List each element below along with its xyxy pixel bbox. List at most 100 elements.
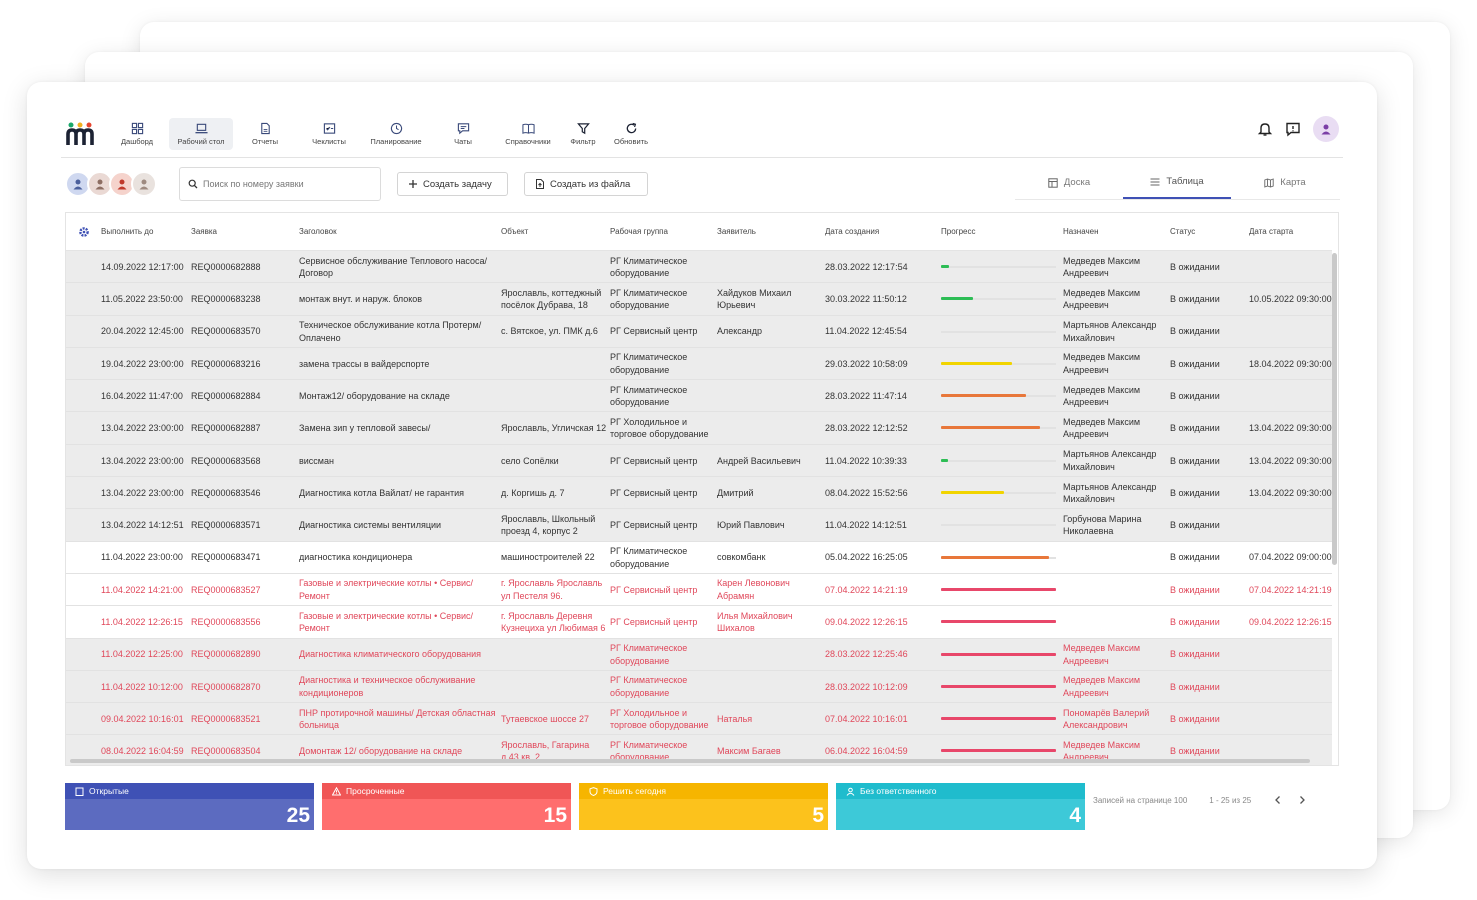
nav-filter[interactable]: Фильтр [561, 118, 605, 150]
table-row[interactable]: 11.04.2022 12:26:15 REQ0000683556 Газовые … [66, 606, 1332, 639]
table-row[interactable]: 11.04.2022 10:12:00 REQ0000682870 Диагност… [66, 670, 1332, 704]
table-row[interactable]: 13.04.2022 23:00:00 REQ0000683546 Диагност… [66, 477, 1332, 510]
table-row[interactable]: 11.04.2022 12:25:00 REQ0000682890 Диагност… [66, 638, 1332, 671]
tab-board[interactable]: Доска [1015, 166, 1123, 199]
cell-created: 11.04.2022 10:39:33 [825, 455, 907, 466]
team-avatar[interactable] [109, 171, 135, 197]
cell-status: В ожидании [1170, 423, 1220, 434]
nav-chats[interactable]: Чаты [431, 118, 495, 150]
header-applicant[interactable]: Заявитель [717, 227, 756, 236]
progress-bar [941, 330, 1056, 333]
feedback-icon[interactable] [1285, 121, 1301, 137]
nav-planning[interactable]: Планирование [361, 118, 431, 150]
table-row[interactable]: 09.04.2022 10:16:01 REQ0000683521 ПНР прот… [66, 703, 1332, 736]
cell-title: Техническое обслуживание котла Протерм/ … [299, 320, 482, 343]
progress-fill [941, 491, 1005, 495]
cell-created: 06.04.2022 16:04:59 [825, 746, 908, 757]
cell-object: Ярославль, Угличская 12 [501, 423, 607, 434]
bell-icon[interactable] [1257, 121, 1273, 137]
create-from-file-button[interactable]: Создать из файла [524, 172, 648, 196]
header-title[interactable]: Заголовок [299, 227, 337, 236]
table-row[interactable]: 11.05.2022 23:50:00 REQ0000683238 монтаж в… [66, 283, 1332, 316]
cell-status: В ожидании [1170, 746, 1220, 757]
cell-applicant [717, 412, 825, 444]
cell-progress [941, 542, 1056, 574]
chevron-left-icon[interactable] [1273, 795, 1283, 805]
chevron-right-icon[interactable] [1297, 795, 1307, 805]
cell-object: Ярославль, Гагарина д.43 кв. 2 [501, 739, 590, 763]
nav-dashboard[interactable]: Дашборд [105, 118, 169, 150]
cell-created: 30.03.2022 11:50:12 [825, 294, 907, 305]
table-row[interactable]: 13.04.2022 23:00:00 REQ0000682887 Замена з… [66, 412, 1332, 445]
header-group[interactable]: Рабочая группа [610, 227, 668, 236]
header-start[interactable]: Дата старта [1249, 227, 1294, 236]
cell-deadline: 11.05.2022 23:50:00 [101, 294, 183, 305]
requests-table: Выполнить до Заявка Заголовок Объект Раб… [65, 212, 1339, 766]
cell-assigned: Медведев Максим Андреевич [1063, 255, 1141, 279]
cell-applicant: Александр [717, 326, 763, 337]
progress-bar [941, 717, 1056, 721]
table-row[interactable]: 14.09.2022 12:17:00 REQ0000682888 Сервисно… [66, 251, 1332, 284]
team-avatar[interactable] [65, 171, 91, 197]
tab-map[interactable]: Карта [1231, 166, 1339, 199]
cell-applicant [717, 251, 825, 283]
create-task-button[interactable]: Создать задачу [397, 172, 508, 196]
cell-created: 09.04.2022 12:26:15 [825, 617, 908, 628]
tab-table[interactable]: Таблица [1123, 166, 1231, 199]
stat-value: 25 [286, 804, 310, 827]
cell-request: REQ0000683568 [191, 455, 261, 466]
progress-bar [941, 524, 1056, 527]
nav-desktop[interactable]: Рабочий стол [169, 118, 233, 150]
vertical-scrollbar[interactable] [1332, 253, 1337, 565]
cell-assigned: Медведев Максим Андреевич [1063, 416, 1141, 440]
cell-object: г. Ярославль Ярославль ул Пестеля 96. [501, 578, 603, 601]
cell-deadline: 08.04.2022 16:04:59 [101, 746, 184, 757]
create-from-file-label: Создать из файла [550, 178, 631, 190]
user-avatar[interactable] [1313, 116, 1339, 142]
table-row[interactable]: 20.04.2022 12:45:00 REQ0000683570 Техничес… [66, 315, 1332, 348]
table-row[interactable]: 11.04.2022 14:21:00 REQ0000683527 Газовые … [66, 573, 1332, 607]
header-assigned[interactable]: Назначен [1063, 227, 1099, 236]
gear-icon[interactable] [78, 226, 90, 238]
header-deadline[interactable]: Выполнить до [101, 227, 154, 236]
team-avatar[interactable] [131, 171, 157, 197]
table-row[interactable]: 11.04.2022 23:00:00 REQ0000683471 диагност… [66, 541, 1332, 574]
table-row[interactable]: 19.04.2022 23:00:00 REQ0000683216 замена т… [66, 347, 1332, 381]
cell-group: РГ Сервисный центр [610, 617, 698, 628]
cell-assigned: Медведев Максим Андреевич [1063, 739, 1141, 763]
header-request[interactable]: Заявка [191, 227, 217, 236]
cell-assigned: Мартьянов Александр Михайлович [1063, 320, 1157, 343]
nav-refresh[interactable]: Обновить [605, 118, 657, 150]
header-created[interactable]: Дата создания [825, 227, 880, 236]
cell-object: село Сопёлки [501, 455, 559, 466]
progress-bar [941, 265, 1056, 268]
nav-menu: Дашборд Рабочий стол Отчеты Чеклисты Пла… [105, 118, 657, 150]
progress-fill [941, 684, 1056, 688]
stat-overdue[interactable]: Просроченные 15 [322, 783, 571, 830]
header-object[interactable]: Объект [501, 227, 529, 236]
horizontal-scrollbar[interactable] [70, 759, 1310, 763]
cell-request: REQ0000683504 [191, 746, 261, 757]
header-progress[interactable]: Прогресс [941, 227, 976, 236]
table-row[interactable]: 13.04.2022 23:00:00 REQ0000683568 виссман с… [66, 444, 1332, 478]
per-page-label[interactable]: Записей на странице 100 [1093, 795, 1188, 805]
cell-start: 10.05.2022 09:30:00 [1249, 294, 1332, 305]
stat-today[interactable]: Решить сегодня 5 [579, 783, 828, 830]
table-row[interactable]: 16.04.2022 11:47:00 REQ0000682884 Монтаж12… [66, 380, 1332, 413]
nav-checklists[interactable]: Чеклисты [297, 118, 361, 150]
list-icon [1150, 178, 1160, 185]
cell-request: REQ0000683556 [191, 617, 261, 628]
pagination: Записей на странице 100 1 - 25 из 25 [1093, 795, 1321, 805]
stat-open[interactable]: Открытые 25 [65, 783, 314, 830]
team-avatar[interactable] [87, 171, 113, 197]
cell-status: В ожидании [1170, 520, 1220, 531]
nav-reports[interactable]: Отчеты [233, 118, 297, 150]
nav-label: Отчеты [252, 137, 278, 146]
nav-directories[interactable]: Справочники [495, 118, 561, 150]
search-input[interactable]: Поиск по номеру заявки [179, 167, 381, 201]
cell-title: Диагностика климатического оборудования [299, 649, 482, 660]
table-row[interactable]: 13.04.2022 14:12:51 REQ0000683571 Диагност… [66, 509, 1332, 542]
header-status[interactable]: Статус [1170, 227, 1196, 236]
stat-unassigned[interactable]: Без ответственного 4 [836, 783, 1085, 830]
cell-progress [941, 445, 1056, 477]
